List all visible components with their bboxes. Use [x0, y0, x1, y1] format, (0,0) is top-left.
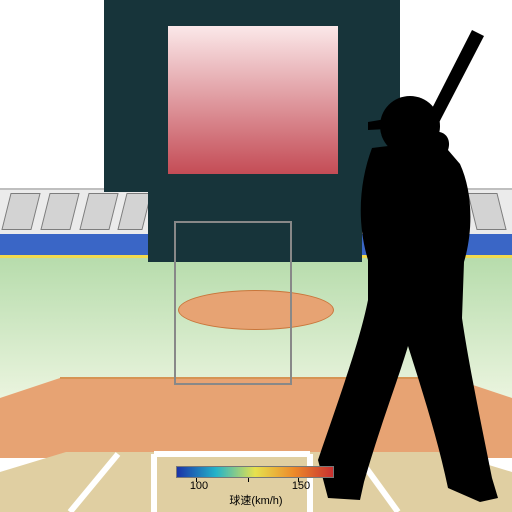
colorbar-tickmark [248, 478, 249, 482]
colorbar-label: 球速(km/h) [206, 492, 306, 508]
colorbar-tick-label: 150 [292, 480, 310, 492]
colorbar-tick-1: 150 [286, 480, 316, 492]
colorbar-tickmark [196, 478, 197, 482]
pitch-location-diagram: 100 150 球速(km/h) [0, 0, 512, 512]
colorbar-tick-label: 100 [190, 480, 208, 492]
colorbar-tick-0: 100 [184, 480, 214, 492]
colorbar [176, 466, 334, 478]
field-svg [0, 0, 512, 512]
colorbar-tickmark [298, 478, 299, 482]
strike-zone [175, 222, 291, 384]
colorbar-label-text: 球速(km/h) [229, 495, 282, 507]
